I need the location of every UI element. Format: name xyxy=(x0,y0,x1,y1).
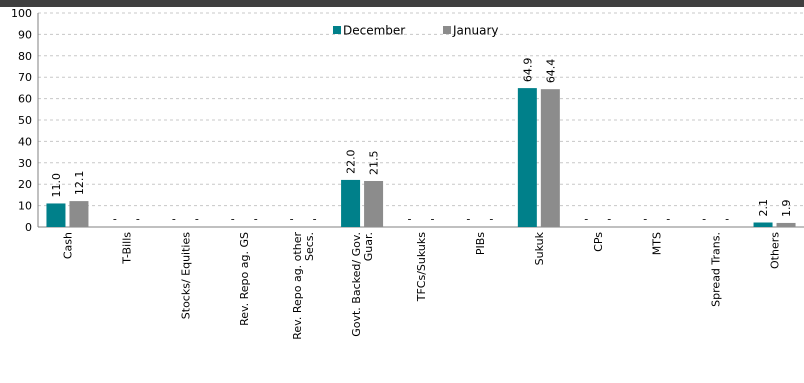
data-label: - xyxy=(466,213,470,226)
x-category-label: MTS xyxy=(651,232,664,255)
data-label: 1.9 xyxy=(780,199,793,217)
data-label: - xyxy=(290,213,294,226)
bar-december xyxy=(753,222,773,227)
y-tick-label: 0 xyxy=(25,221,32,234)
data-label: - xyxy=(313,213,317,226)
data-label: - xyxy=(702,213,706,226)
legend-swatch xyxy=(333,26,341,34)
y-tick-label: 80 xyxy=(18,50,32,63)
data-label: - xyxy=(172,213,176,226)
data-label: 2.1 xyxy=(757,199,770,217)
data-label: - xyxy=(607,213,611,226)
data-label: - xyxy=(489,213,493,226)
data-label: - xyxy=(113,213,117,226)
data-label: - xyxy=(725,213,729,226)
data-label: 11.0 xyxy=(50,173,63,198)
data-label: - xyxy=(195,213,199,226)
x-category-label: Govt. Backed/ Gov. xyxy=(350,232,363,337)
x-category-label: Guar. xyxy=(362,232,375,261)
legend-swatch xyxy=(443,26,451,34)
data-label: - xyxy=(431,213,435,226)
y-tick-label: 70 xyxy=(18,71,32,84)
y-tick-label: 40 xyxy=(18,135,32,148)
data-label: 22.0 xyxy=(345,149,358,174)
bar-january xyxy=(69,201,89,227)
data-label: 12.1 xyxy=(73,171,86,196)
x-category-label: TFCs/Sukuks xyxy=(415,232,428,302)
legend-label: December xyxy=(343,24,405,38)
data-label: - xyxy=(666,213,670,226)
x-category-label: T-Bills xyxy=(120,232,133,265)
data-label: - xyxy=(136,213,140,226)
data-label: - xyxy=(254,213,258,226)
y-tick-label: 100 xyxy=(11,7,32,20)
bar-december xyxy=(517,88,537,227)
x-category-label: Cash xyxy=(61,232,74,259)
y-tick-label: 50 xyxy=(18,114,32,127)
x-category-label: Spread Trans. xyxy=(710,232,723,307)
data-label: 21.5 xyxy=(368,150,381,175)
x-category-label: Secs. xyxy=(303,232,316,261)
bar-december xyxy=(46,203,66,227)
data-label: 64.4 xyxy=(544,59,557,84)
bar-january xyxy=(540,89,560,228)
data-label: - xyxy=(584,213,588,226)
x-category-label: Rev. Repo ag. GS xyxy=(238,232,251,326)
legend-label: January xyxy=(452,24,499,38)
data-label: - xyxy=(231,213,235,226)
data-label: - xyxy=(408,213,412,226)
y-tick-label: 20 xyxy=(18,178,32,191)
data-label: - xyxy=(643,213,647,226)
y-tick-label: 30 xyxy=(18,157,32,170)
header-strip xyxy=(0,0,804,7)
x-category-label: Rev. Repo ag. other xyxy=(291,232,304,340)
bar-january xyxy=(364,180,384,227)
x-category-label: CPs xyxy=(592,232,605,252)
y-tick-label: 60 xyxy=(18,93,32,106)
bar-december xyxy=(341,179,361,227)
y-tick-label: 10 xyxy=(18,200,32,213)
x-category-label: Sukuk xyxy=(533,231,546,265)
x-category-label: Others xyxy=(769,232,782,269)
bar-january xyxy=(776,222,796,227)
x-category-label: PIBs xyxy=(474,232,487,255)
x-category-label: Stocks/ Equities xyxy=(179,232,192,319)
data-label: 64.9 xyxy=(521,58,534,83)
y-tick-label: 90 xyxy=(18,28,32,41)
